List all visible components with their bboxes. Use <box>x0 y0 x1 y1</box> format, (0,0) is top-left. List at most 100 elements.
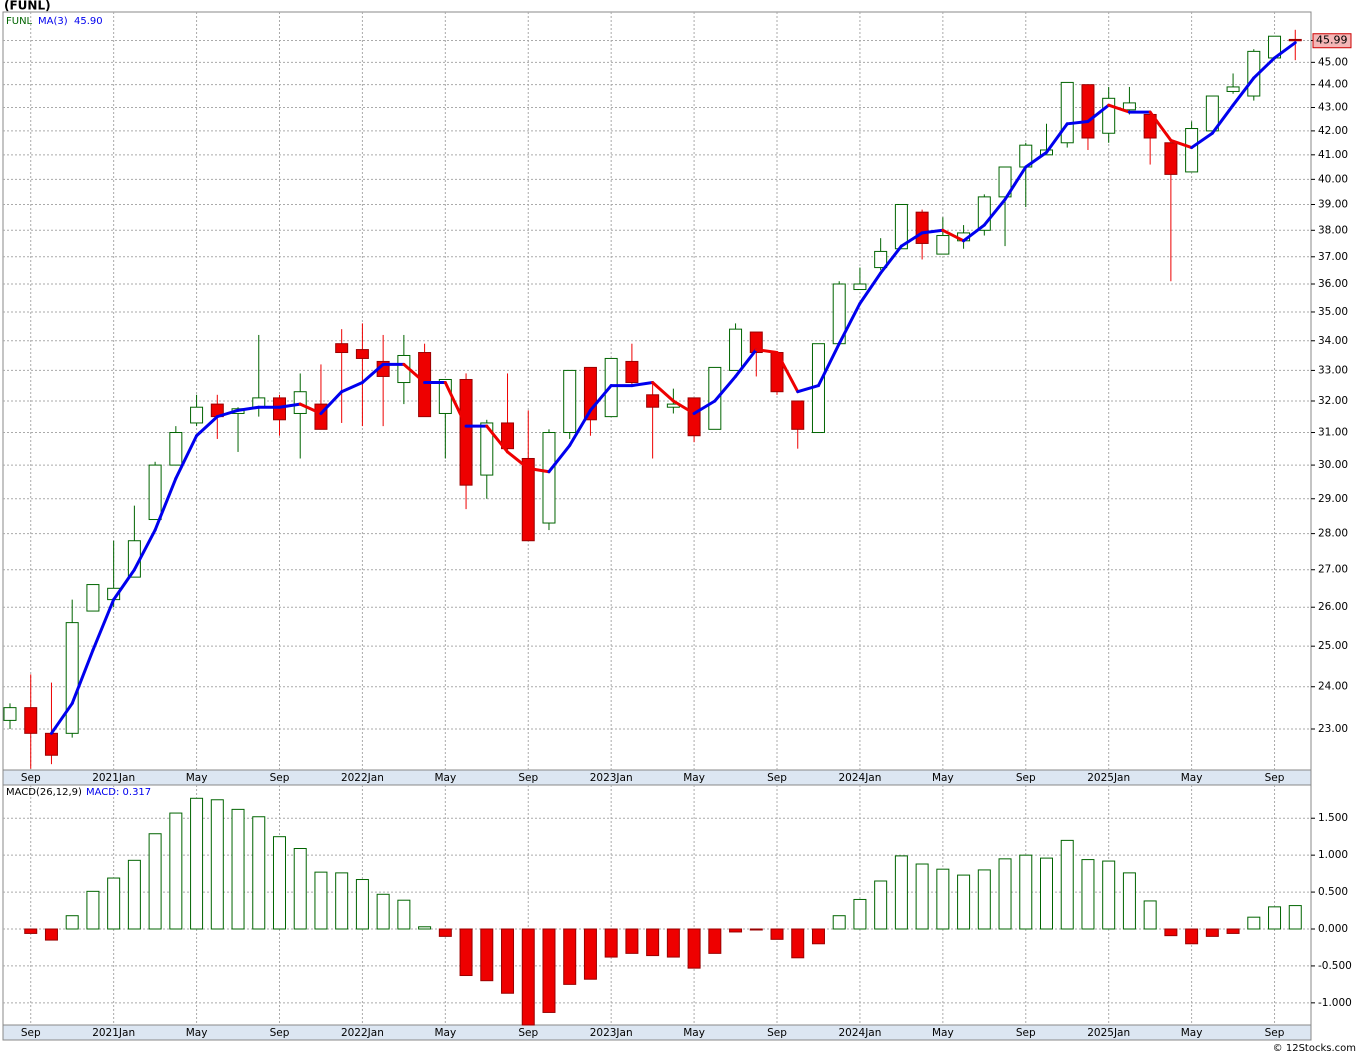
y-tick-label: -0.500 <box>1318 960 1352 972</box>
x-axis-band <box>2 1024 1312 1041</box>
ma-segment <box>526 466 551 474</box>
candle-body <box>563 369 577 434</box>
histogram-bar <box>811 928 825 945</box>
x-tick-label: Sep <box>1265 772 1285 784</box>
histogram-bar <box>708 928 722 954</box>
y-tick-label: 40.00 <box>1318 173 1348 185</box>
candle-body <box>749 331 763 354</box>
ma-segment <box>402 362 427 385</box>
ma-segment <box>962 223 986 243</box>
ma-segment <box>568 408 592 447</box>
histogram-bar <box>335 872 349 930</box>
histogram-bar <box>1247 916 1261 930</box>
candle-body <box>24 707 38 734</box>
ma-segment <box>215 408 240 419</box>
ma-segment <box>70 648 95 705</box>
candle-body <box>936 235 950 255</box>
x-tick-label: Sep <box>1016 772 1036 784</box>
candle-body <box>874 250 888 269</box>
candle-body <box>625 360 639 384</box>
candle-body <box>1226 86 1240 92</box>
ma-segment <box>796 384 820 394</box>
ma-segment <box>360 362 385 385</box>
histogram-bar <box>231 808 245 930</box>
ma-segment <box>775 351 800 394</box>
histogram-bar <box>977 869 991 930</box>
histogram-bar <box>1040 857 1053 930</box>
ma-segment <box>734 348 758 378</box>
histogram-bar <box>625 928 639 954</box>
y-tick-label: 30.00 <box>1318 459 1348 471</box>
candle-body <box>687 397 701 437</box>
candle-body <box>915 211 929 244</box>
y-tick-label: 28.00 <box>1318 528 1348 540</box>
ma-segment <box>1210 103 1235 135</box>
ma-segment <box>879 244 903 275</box>
x-tick-label: 2022Jan <box>341 772 384 784</box>
histogram-bar <box>1122 872 1136 930</box>
x-tick-label: Sep <box>270 1027 290 1039</box>
x-tick-label: Sep <box>767 1027 787 1039</box>
ma-segment <box>713 374 738 403</box>
histogram-bar <box>1185 928 1199 945</box>
last-price-tag <box>1312 33 1352 49</box>
candle-body <box>708 366 722 430</box>
histogram-bar <box>563 928 577 985</box>
y-tick-label: 1.000 <box>1318 849 1348 861</box>
y-tick-label: 42.00 <box>1318 125 1348 137</box>
candle-body <box>169 432 183 466</box>
ma-segment <box>588 384 613 412</box>
x-tick-label: 2023Jan <box>590 1027 633 1039</box>
ma-segment <box>1148 110 1173 142</box>
ma-segment <box>506 450 530 470</box>
candle-body <box>1081 84 1095 139</box>
histogram-bar <box>936 868 950 930</box>
y-tick-label: 34.00 <box>1318 335 1348 347</box>
ma-segment <box>692 399 717 415</box>
histogram-bar <box>1268 906 1282 930</box>
ma-segment <box>1086 103 1111 123</box>
histogram-bar <box>687 928 701 969</box>
x-tick-label: May <box>683 772 705 784</box>
histogram-bar <box>998 858 1012 930</box>
y-tick-label: 36.00 <box>1318 278 1348 290</box>
y-tick-label: 1.500 <box>1318 812 1348 824</box>
ma-segment <box>195 415 219 438</box>
histogram-bar <box>293 848 307 930</box>
candle-body <box>1164 142 1178 175</box>
ma-segment <box>754 348 779 355</box>
x-tick-label: 2023Jan <box>590 772 633 784</box>
y-tick-label: 35.00 <box>1318 306 1348 318</box>
x-tick-label: May <box>932 772 954 784</box>
y-tick-label: 26.00 <box>1318 601 1348 613</box>
ma-segment <box>1107 103 1131 114</box>
legend-symbol: FUNL <box>6 16 33 27</box>
x-tick-label: Sep <box>21 772 41 784</box>
histogram-bar <box>542 928 556 1013</box>
histogram-bar <box>24 928 38 934</box>
x-tick-label: Sep <box>21 1027 41 1039</box>
histogram-bar <box>272 836 286 930</box>
y-tick-label: 25.00 <box>1318 640 1348 652</box>
ma-segment <box>443 381 468 428</box>
ma-segment <box>319 390 344 415</box>
candle-body <box>1122 102 1136 111</box>
ma-segment <box>91 598 116 652</box>
y-tick-label: 45.00 <box>1318 56 1348 68</box>
y-tick-label: 44.00 <box>1318 79 1348 91</box>
histogram-bar <box>44 928 58 941</box>
histogram-bar <box>252 816 266 930</box>
histogram-bar <box>749 928 763 931</box>
y-tick-label: 0.000 <box>1318 923 1348 935</box>
ma-segment <box>858 271 883 305</box>
candle-body <box>190 406 204 424</box>
marks <box>3 29 1302 1026</box>
y-tick-label: 33.00 <box>1318 364 1348 376</box>
ma-segment <box>671 399 696 415</box>
candle-body <box>729 328 743 371</box>
histogram-bar <box>666 928 680 958</box>
histogram-bar <box>1143 900 1157 930</box>
ma-segment <box>941 228 966 243</box>
x-tick-label: Sep <box>518 1027 538 1039</box>
candle-body <box>542 432 556 524</box>
